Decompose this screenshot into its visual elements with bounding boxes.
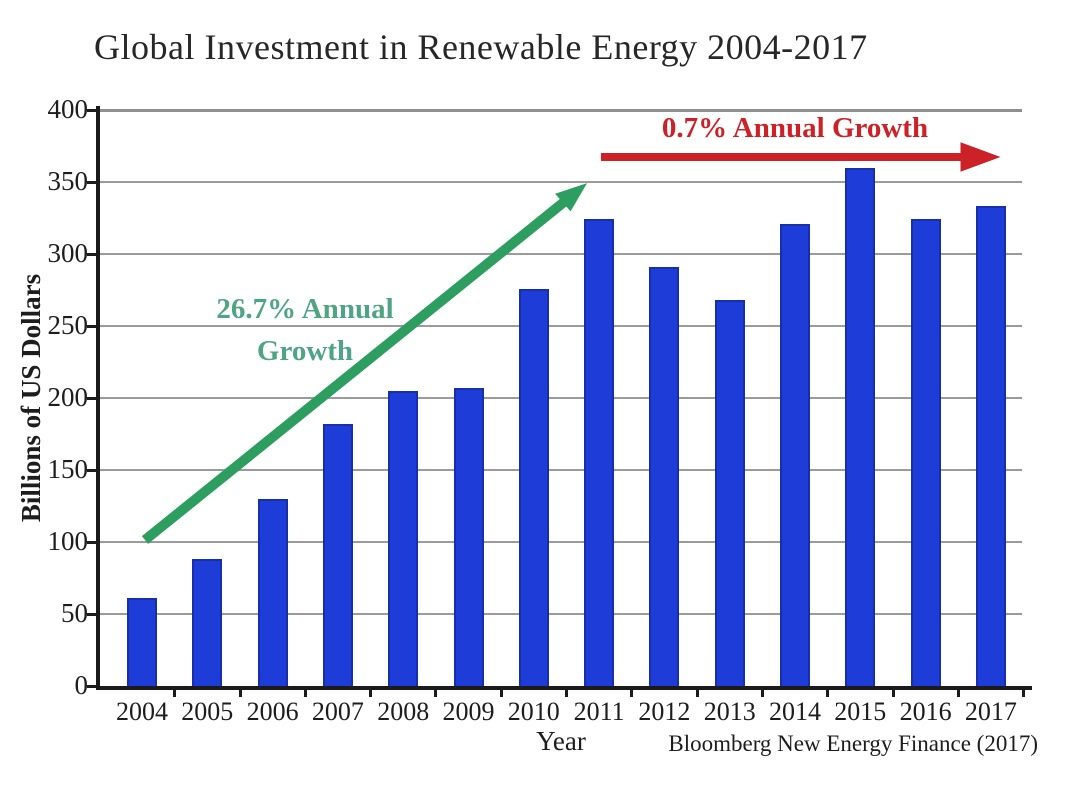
bar-2015 bbox=[845, 167, 876, 686]
y-tick-label-0: 0 bbox=[74, 670, 89, 700]
bar-2016 bbox=[910, 219, 941, 686]
x-axis-tick-5 bbox=[499, 690, 503, 697]
y-tick-label-350: 350 bbox=[47, 166, 89, 196]
y-tick-label-150: 150 bbox=[47, 454, 89, 484]
y-axis-tick-100 bbox=[87, 541, 96, 544]
y-axis-tick-350 bbox=[87, 181, 96, 184]
y-tick-label-50: 50 bbox=[61, 598, 88, 628]
x-axis-tick-6 bbox=[565, 690, 568, 697]
bar-2009 bbox=[453, 387, 484, 686]
x-axis-line bbox=[96, 686, 1032, 690]
x-tick-label-2008: 2008 bbox=[377, 697, 430, 726]
y-axis-tick-250 bbox=[87, 325, 96, 328]
x-tick-label-2010: 2010 bbox=[507, 697, 560, 726]
x-axis-tick-7 bbox=[630, 690, 634, 697]
x-axis-tick-12 bbox=[956, 690, 960, 697]
x-tick-label-2004: 2004 bbox=[116, 697, 168, 726]
gridline-350 bbox=[100, 181, 1022, 183]
bar-2017 bbox=[975, 206, 1006, 686]
gridline-100 bbox=[100, 541, 1022, 543]
green-growth-annotation: 26.7% Annual Growth bbox=[193, 288, 417, 372]
y-tick-label-100: 100 bbox=[47, 526, 89, 556]
bar-2011 bbox=[584, 219, 615, 686]
x-tick-label-2011: 2011 bbox=[573, 697, 625, 726]
bar-2012 bbox=[649, 266, 680, 686]
bar-2010 bbox=[518, 288, 549, 686]
gridline-50 bbox=[100, 613, 1022, 615]
x-axis-tick-13 bbox=[1022, 690, 1026, 697]
green-annotation-line1: 26.7% Annual bbox=[216, 293, 394, 325]
x-axis-tick-10 bbox=[826, 690, 830, 697]
x-tick-label-2015: 2015 bbox=[834, 697, 887, 726]
bar-2013 bbox=[714, 300, 745, 686]
y-tick-label-250: 250 bbox=[47, 310, 89, 340]
y-axis-line bbox=[96, 106, 100, 690]
gridline-200 bbox=[100, 397, 1022, 399]
bar-2004 bbox=[127, 598, 157, 686]
x-tick-label-2017: 2017 bbox=[964, 697, 1017, 726]
gridline-400 bbox=[100, 109, 1022, 112]
x-tick-label-2007: 2007 bbox=[311, 697, 364, 726]
y-tick-label-200: 200 bbox=[47, 382, 89, 412]
gridline-150 bbox=[100, 469, 1022, 471]
x-axis-title: Year bbox=[536, 726, 586, 756]
bar-2007 bbox=[322, 423, 353, 686]
x-axis-tick-2 bbox=[303, 690, 307, 697]
x-tick-label-2009: 2009 bbox=[442, 697, 495, 726]
source-credit: Bloomberg New Energy Finance (2017) bbox=[668, 731, 1038, 756]
y-axis-tick-300 bbox=[87, 253, 96, 256]
y-axis-tick-400 bbox=[87, 109, 96, 112]
y-axis-tick-0 bbox=[87, 685, 96, 688]
y-axis-tick-150 bbox=[87, 469, 96, 472]
bar-2005 bbox=[192, 559, 223, 686]
x-axis-tick-3 bbox=[369, 690, 373, 697]
x-axis-tick-4 bbox=[434, 690, 438, 697]
x-axis-tick-1 bbox=[238, 690, 242, 697]
bar-2008 bbox=[388, 390, 419, 686]
x-tick-label-2006: 2006 bbox=[246, 697, 299, 726]
x-axis-tick-11 bbox=[891, 690, 895, 697]
x-axis-tick-0 bbox=[173, 690, 177, 697]
x-axis-tick-8 bbox=[695, 690, 699, 697]
x-tick-label-2016: 2016 bbox=[899, 697, 952, 726]
bar-2006 bbox=[257, 498, 288, 686]
chart-title: Global Investment in Renewable Energy 20… bbox=[94, 27, 868, 67]
gridline-300 bbox=[100, 253, 1022, 255]
x-tick-label-2005: 2005 bbox=[181, 697, 234, 726]
bar-2014 bbox=[780, 223, 810, 686]
green-annotation-line2: Growth bbox=[256, 335, 354, 367]
x-tick-label-2012: 2012 bbox=[638, 697, 691, 726]
x-axis-tick-9 bbox=[760, 690, 764, 697]
y-axis-tick-200 bbox=[87, 397, 96, 400]
x-tick-label-2013: 2013 bbox=[703, 697, 756, 726]
y-axis-tick-50 bbox=[87, 613, 96, 616]
y-tick-label-300: 300 bbox=[47, 238, 89, 268]
y-tick-label-400: 400 bbox=[47, 94, 89, 124]
x-tick-label-2014: 2014 bbox=[769, 697, 821, 726]
red-growth-annotation: 0.7% Annual Growth bbox=[661, 112, 929, 144]
